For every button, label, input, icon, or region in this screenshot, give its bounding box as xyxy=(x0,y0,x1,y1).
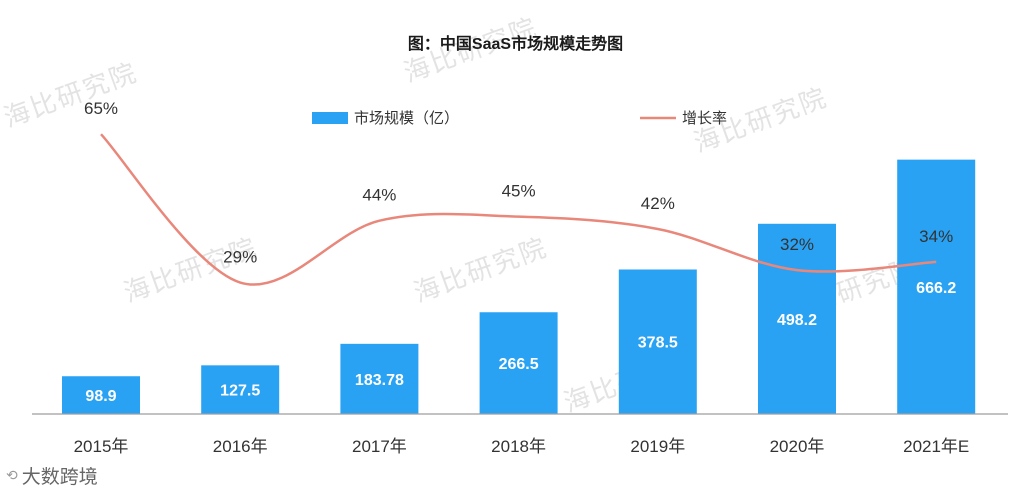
bar xyxy=(618,269,697,414)
bar xyxy=(62,376,140,414)
bar xyxy=(758,223,836,414)
bar-value-label: 666.2 xyxy=(916,280,956,297)
growth-rate-label: 45% xyxy=(502,182,536,201)
bar-value-label: 378.5 xyxy=(638,335,678,352)
x-tick-label: 2016年 xyxy=(213,437,268,456)
bar xyxy=(479,312,558,414)
x-tick-label: 2019年 xyxy=(630,437,685,456)
bar-value-label: 98.9 xyxy=(85,388,116,405)
growth-rate-label: 65% xyxy=(84,99,118,118)
x-tick-label: 2021年E xyxy=(903,437,969,456)
chart-title: 图：中国SaaS市场规模走势图 xyxy=(407,36,624,53)
growth-rate-line xyxy=(100,133,937,286)
growth-rate-label: 44% xyxy=(362,186,396,205)
footer-logo-text: 大数跨境 xyxy=(21,467,98,488)
x-tick-label: 2017年 xyxy=(352,437,407,456)
legend-bar-label: 市场规模（亿） xyxy=(354,110,459,127)
bar-value-label: 183.78 xyxy=(355,372,404,389)
legend-bar-swatch xyxy=(312,112,348,124)
bar xyxy=(340,343,419,414)
legend-line-label: 增长率 xyxy=(682,110,727,127)
bar-value-label: 498.2 xyxy=(777,312,817,329)
footer-logo: ⟲ 大数跨境 xyxy=(6,462,98,489)
bar-value-label: 266.5 xyxy=(499,356,539,373)
x-tick-label: 2018年 xyxy=(491,437,546,456)
growth-rate-label: 32% xyxy=(780,235,814,254)
x-tick-label: 2015年 xyxy=(74,437,129,456)
growth-rate-label: 29% xyxy=(223,248,257,267)
x-tick-label: 2020年 xyxy=(770,437,825,456)
growth-rate-label: 34% xyxy=(919,227,953,246)
bar xyxy=(897,159,976,414)
bar xyxy=(201,365,280,414)
logo-mark-icon: ⟲ xyxy=(6,467,18,483)
growth-rate-label: 42% xyxy=(641,194,675,213)
bar-value-label: 127.5 xyxy=(220,383,260,400)
